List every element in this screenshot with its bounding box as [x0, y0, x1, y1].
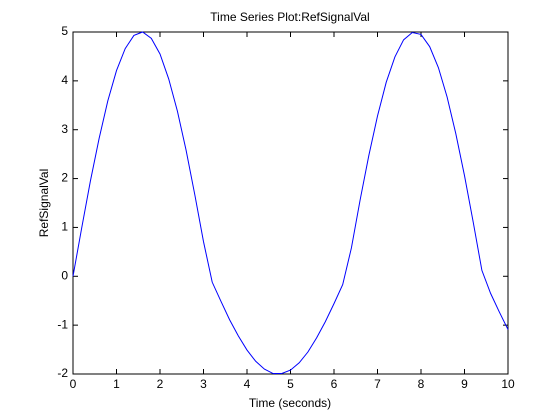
x-tick-label: 8 [418, 377, 425, 391]
x-axis-label: Time (seconds) [249, 396, 331, 410]
y-tick-label: -1 [57, 317, 68, 331]
x-tick-label: 10 [501, 377, 515, 391]
x-tick-label: 5 [287, 377, 294, 391]
chart-title: Time Series Plot:RefSignalVal [210, 10, 369, 24]
y-tick-label: 0 [61, 268, 68, 282]
x-tick-label: 3 [200, 377, 207, 391]
plot-box [72, 31, 509, 375]
x-tick-label: 2 [157, 377, 164, 391]
line-series [72, 31, 509, 375]
x-tick-label: 1 [113, 377, 120, 391]
y-tick-label: 4 [61, 73, 68, 87]
x-tick-label: 6 [331, 377, 338, 391]
x-tick-label: 4 [244, 377, 251, 391]
y-tick-label: 5 [61, 24, 68, 38]
y-tick-label: 3 [61, 122, 68, 136]
x-tick-label: 7 [374, 377, 381, 391]
x-tick-label: 0 [70, 377, 77, 391]
y-tick-label: 2 [61, 171, 68, 185]
y-axis-label: RefSignalVal [37, 169, 51, 237]
y-tick-label: 1 [61, 220, 68, 234]
y-tick-label: -2 [57, 366, 68, 380]
x-tick-label: 9 [461, 377, 468, 391]
